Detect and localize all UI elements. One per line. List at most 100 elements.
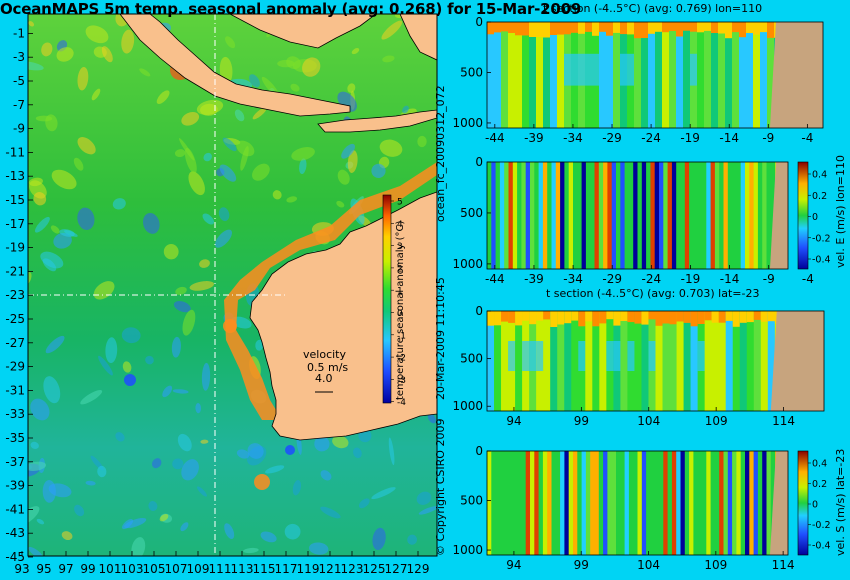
coastal-warm-band	[224, 162, 437, 420]
section-cell	[529, 311, 537, 325]
section-cell	[718, 22, 726, 34]
anomaly-patch	[388, 437, 395, 466]
anomaly-patch	[200, 439, 209, 444]
section-land	[769, 451, 788, 555]
lon-tick-label: 99	[80, 562, 95, 576]
anomaly-patch	[115, 14, 130, 27]
anomaly-patch	[41, 42, 53, 57]
section-cell	[718, 22, 726, 128]
section-cell	[646, 162, 651, 269]
lon-tick-label: 115	[253, 562, 276, 576]
anomaly-patch	[42, 480, 56, 503]
section-cell	[611, 162, 617, 269]
vel-colorbar-tick-label: 0	[812, 212, 818, 223]
vel-s-section-panel: 0 500 1000 94 99 104 109 114 0.4 0.2 0 -0.2 -0.4	[452, 444, 830, 572]
section-cell	[706, 162, 712, 269]
section-cell	[654, 451, 660, 555]
section-cell	[667, 451, 673, 555]
vel-colorbar-tick-label: 0.4	[812, 459, 827, 470]
section-cell	[711, 311, 720, 411]
anomaly-patch	[101, 46, 113, 63]
anomaly-patch	[272, 190, 282, 200]
section-cell	[515, 22, 523, 36]
section-cell	[628, 451, 634, 555]
x-tick-label: -24	[642, 272, 662, 286]
anomaly-patch	[56, 47, 74, 62]
vel-colorbar	[797, 450, 809, 556]
lat-tick-label: -21	[5, 264, 25, 278]
section-cell	[508, 451, 514, 555]
anomaly-patch	[291, 147, 315, 161]
section-cell	[495, 162, 501, 269]
section-cell	[659, 451, 664, 555]
section-cell	[494, 53, 502, 86]
lon-tick-label: 105	[143, 562, 166, 576]
lon-tick-label: 103	[121, 562, 144, 576]
section-cell	[564, 53, 572, 86]
anomaly-patch	[347, 150, 358, 173]
section-cell	[740, 162, 746, 269]
depth-tick-label: 0	[475, 304, 483, 318]
section-cell	[501, 311, 509, 322]
section-cell	[714, 451, 720, 555]
section-cell	[620, 53, 628, 86]
section-cell	[739, 311, 748, 411]
x-tick-label: -34	[563, 272, 583, 286]
section-cell	[624, 451, 630, 555]
temp-colorbar-tick-label: -1	[397, 331, 406, 341]
section-cell	[753, 311, 762, 411]
section-cell	[585, 22, 593, 32]
anomaly-patch	[254, 474, 270, 490]
anomaly-patch	[417, 135, 427, 148]
anomaly-patch	[105, 337, 118, 364]
section-cell	[628, 162, 634, 269]
lon-tick-label: 93	[14, 562, 29, 576]
section-cell	[494, 311, 502, 411]
section-cell	[611, 451, 617, 555]
section-cell	[550, 311, 558, 411]
anomaly-patch	[285, 445, 295, 455]
section-cell	[564, 311, 572, 324]
run-id-label: ocean_fc_20090312_072	[434, 85, 447, 222]
anomaly-patch	[347, 83, 356, 93]
temp-colorbar-tick-label: -4	[397, 398, 406, 408]
section-cell	[690, 341, 699, 371]
section-cell	[578, 341, 586, 371]
section-cell	[599, 311, 607, 324]
depth-tick-label: 500	[460, 494, 483, 508]
anomaly-patch	[260, 531, 277, 543]
lat-tick-label: -9	[13, 122, 25, 136]
section-cell	[491, 162, 497, 269]
section-cell	[725, 22, 733, 39]
vel-e-section-panel: 0 500 1000-44 -39 -34 -29 -24 -19 -14 -9 -4 0.4 0.2 0…	[452, 155, 830, 286]
anomaly-patch	[115, 432, 125, 442]
anomaly-patch	[188, 171, 205, 196]
depth-tick-label: 0	[475, 15, 483, 29]
anomaly-patch	[30, 398, 50, 421]
section-cell	[529, 22, 537, 128]
section-cell	[732, 451, 737, 555]
anomaly-patch	[358, 498, 370, 509]
map-frame	[27, 13, 438, 557]
temp-colorbar	[382, 194, 392, 404]
section-cell	[536, 341, 544, 371]
anomaly-patch	[255, 339, 264, 351]
anomaly-patch	[402, 105, 409, 114]
anomaly-patch	[379, 139, 403, 157]
section-cell	[606, 341, 614, 371]
anomaly-patch	[286, 196, 298, 203]
anomaly-patch	[382, 55, 395, 63]
section-cell	[517, 451, 522, 555]
depth-tick-label: 0	[475, 155, 483, 169]
section-cell	[585, 53, 593, 86]
temp-colorbar-tick-label: 4	[397, 220, 403, 230]
section-cell	[613, 341, 621, 371]
x-tick-label: -29	[602, 131, 622, 145]
section-cell	[683, 22, 691, 128]
lat-tick-label: -7	[13, 98, 25, 112]
t-section-lat-title: t section (-4..5°C) (avg: 0.703) lat=-23	[546, 287, 760, 300]
lat-tick-label: -11	[5, 145, 25, 159]
anomaly-patch	[407, 534, 418, 545]
anomaly-patch	[320, 470, 332, 481]
section-cell	[573, 451, 578, 555]
